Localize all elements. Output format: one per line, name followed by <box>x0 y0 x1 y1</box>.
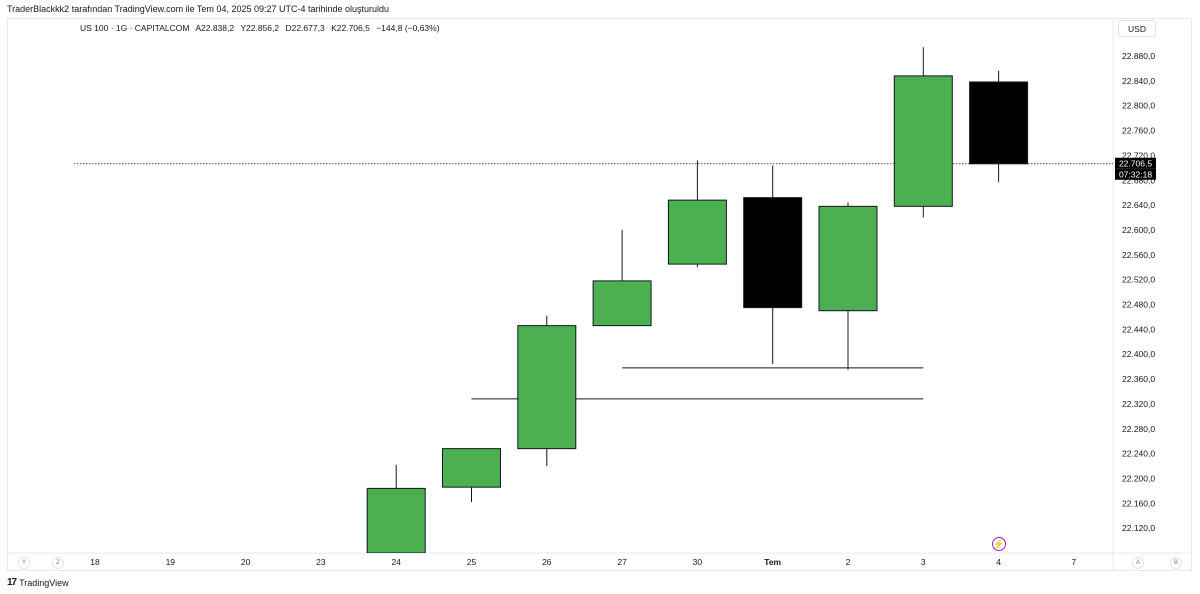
y-tick-label: 22.760,0 <box>1122 126 1155 136</box>
chart-frame <box>7 18 1192 571</box>
countdown-label: 07:32:18 <box>1119 169 1152 179</box>
scale-btn-right-a[interactable]: A <box>1132 557 1144 569</box>
y-tick-label: 22.560,0 <box>1122 250 1155 260</box>
last-price-label: 22.706,5 <box>1119 158 1152 168</box>
x-tick-label: 4 <box>996 557 1001 567</box>
candle-down[interactable] <box>969 81 1029 165</box>
y-tick-label: 22.320,0 <box>1122 399 1155 409</box>
candle-up[interactable] <box>592 280 652 327</box>
legend-close: K22.706,5 <box>331 23 370 33</box>
lightning-bolt-icon[interactable]: ⚡ <box>992 537 1006 551</box>
x-tick-label: 18 <box>90 557 100 567</box>
y-tick-label: 22.280,0 <box>1122 424 1155 434</box>
y-tick-label: 22.440,0 <box>1122 324 1155 334</box>
y-tick-label: 22.480,0 <box>1122 300 1155 310</box>
symbol-legend: US 100 · 1G · CAPITALCOM A22.838,2 Y22.8… <box>80 23 444 33</box>
y-tick-label: 22.640,0 <box>1122 200 1155 210</box>
candle-up[interactable] <box>366 487 426 553</box>
plot-area[interactable] <box>74 47 1113 553</box>
currency-button[interactable]: USD <box>1118 20 1156 37</box>
countdown-badge <box>1115 168 1156 180</box>
candle-up[interactable] <box>667 199 727 265</box>
scale-btn-left-b[interactable]: Z <box>52 557 64 569</box>
y-tick-label: 22.160,0 <box>1122 498 1155 508</box>
x-tick-label: 24 <box>391 557 401 567</box>
y-tick-label: 22.360,0 <box>1122 374 1155 384</box>
legend-high: Y22.856,2 <box>240 23 280 33</box>
tradingview-mark-icon: 17 <box>7 577 17 588</box>
y-tick-label: 22.120,0 <box>1122 523 1155 533</box>
x-tick-label: 30 <box>693 557 703 567</box>
y-tick-label: 22.800,0 <box>1122 101 1155 111</box>
y-tick-label: 22.600,0 <box>1122 225 1155 235</box>
x-tick-label: 2 <box>846 557 851 567</box>
x-tick-label: 25 <box>467 557 477 567</box>
legend-open: A22.838,2 <box>195 23 235 33</box>
candle-up[interactable] <box>893 75 953 207</box>
x-tick-label: 19 <box>166 557 176 567</box>
legend-change: −144,8 (−0,63%) <box>376 23 440 33</box>
scale-btn-right-b[interactable]: B <box>1170 557 1182 569</box>
y-tick-label: 22.880,0 <box>1122 51 1155 61</box>
y-tick-label: 22.400,0 <box>1122 349 1155 359</box>
x-tick-label: 23 <box>316 557 326 567</box>
x-tick-label: 26 <box>542 557 552 567</box>
x-tick-label: 20 <box>241 557 251 567</box>
chart-caption: TraderBlackkk2 tarafından TradingView.co… <box>7 4 390 14</box>
candle-down[interactable] <box>743 197 803 309</box>
y-tick-label: 22.840,0 <box>1122 76 1155 86</box>
x-tick-label: 3 <box>921 557 926 567</box>
legend-symbol[interactable]: US 100 · 1G · CAPITALCOM <box>80 23 190 33</box>
tradingview-brand: TradingView <box>19 577 69 588</box>
y-tick-label: 22.680,0 <box>1122 175 1155 185</box>
tradingview-logo[interactable]: 17 TradingView <box>7 577 69 588</box>
legend-low: D22.677,3 <box>285 23 325 33</box>
candle-up[interactable] <box>517 325 577 450</box>
candle-up[interactable] <box>818 205 878 312</box>
candle-up[interactable] <box>442 448 501 488</box>
y-tick-label: 22.720,0 <box>1122 150 1155 160</box>
y-tick-label: 22.200,0 <box>1122 473 1155 483</box>
last-price-badge <box>1115 157 1156 169</box>
x-tick-label: 27 <box>617 557 627 567</box>
y-tick-label: 22.520,0 <box>1122 275 1155 285</box>
scale-btn-left-a[interactable]: Y <box>18 557 30 569</box>
y-tick-label: 22.240,0 <box>1122 449 1155 459</box>
x-tick-label: Tem <box>764 557 781 567</box>
x-tick-label: 7 <box>1072 557 1077 567</box>
